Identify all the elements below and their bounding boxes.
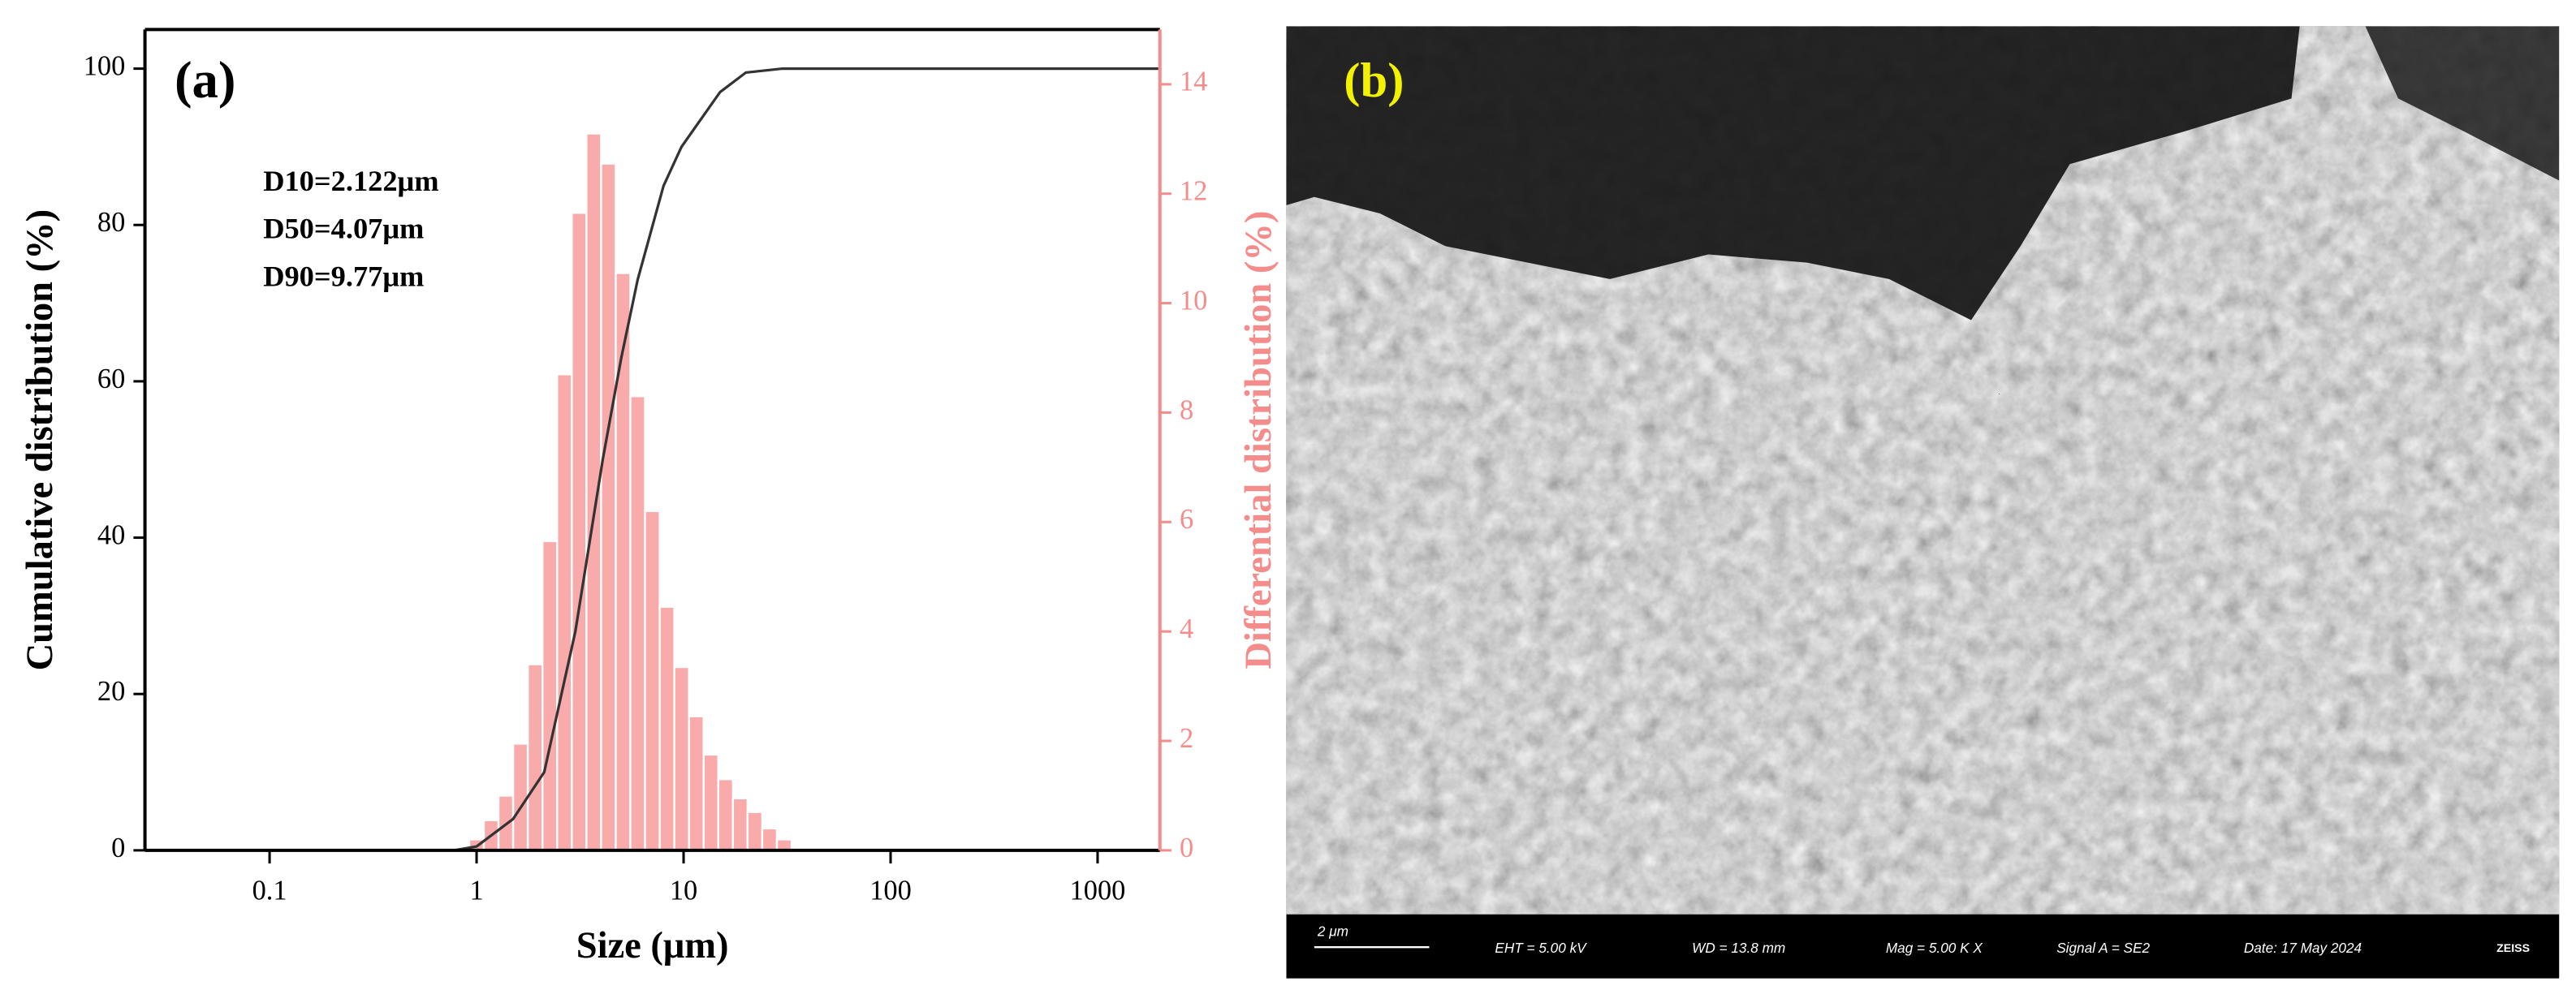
y2-tick-label: 0 [1180, 833, 1193, 863]
sem-footer [1286, 914, 2560, 979]
x-tick-label: 1 [469, 875, 483, 906]
histogram-bar [541, 540, 559, 852]
sem-background [2365, 26, 2560, 181]
y-tick-label: 60 [97, 364, 125, 394]
sem-info: EHT = 5.00 kV [1495, 940, 1587, 956]
y-tick-label: 0 [111, 833, 125, 863]
histogram-bar [511, 743, 529, 852]
y2-tick-label: 2 [1180, 723, 1193, 754]
x-tick-label: 10 [670, 875, 697, 906]
sem-background [1286, 26, 2300, 321]
y-tick-label: 100 [84, 50, 126, 81]
sem-info: WD = 13.8 mm [1692, 940, 1785, 956]
histogram-bar [600, 162, 617, 852]
histogram-bar [775, 838, 793, 852]
histogram-bar [761, 827, 779, 852]
histogram-bar [644, 510, 661, 852]
histogram-bar [615, 272, 632, 852]
y-axis-title: Cumulative distribution (%) [19, 209, 61, 671]
cumulative-line [454, 67, 1160, 852]
panel-label: (a) [175, 51, 235, 110]
y2-axis-title: Differential distribution (%) [1238, 211, 1279, 669]
sem-info: Mag = 5.00 K X [1886, 940, 1983, 956]
size-annotation: D50=4.07μm [263, 213, 424, 245]
sem-logo: ZEISS [2496, 942, 2530, 955]
histogram-bar [556, 373, 573, 852]
histogram-bar [658, 605, 675, 852]
histogram-bar [731, 797, 749, 852]
x-tick-label: 1000 [1070, 875, 1126, 906]
y2-tick-label: 12 [1180, 176, 1207, 207]
y2-tick-label: 10 [1180, 285, 1207, 316]
histogram-bar [688, 715, 705, 852]
sem-info: Signal A = SE2 [2056, 940, 2150, 956]
size-annotation: D10=2.122μm [263, 165, 438, 197]
histogram-bar [702, 753, 719, 852]
size-annotation: D90=9.77μm [263, 260, 424, 292]
histogram-bar [571, 212, 588, 852]
sem-panel: 2 μm EHT = 5.00 kV WD = 13.8 mm Mag = 5.… [1286, 26, 2560, 979]
histogram-bar [629, 394, 646, 852]
histogram-bar [717, 777, 735, 852]
sem-dark-region [1286, 26, 2560, 321]
histogram-bar [673, 665, 690, 852]
y2-tick-label: 14 [1180, 67, 1207, 97]
y-tick-label: 80 [97, 207, 125, 238]
x-tick-label: 100 [869, 875, 912, 906]
x-axis-title: Size (μm) [576, 925, 729, 966]
y2-tick-label: 4 [1180, 613, 1193, 644]
y2-tick-label: 6 [1180, 504, 1193, 535]
y2-tick-label: 8 [1180, 394, 1193, 425]
panel-label: (b) [1344, 54, 1404, 108]
histogram-bar [526, 663, 544, 852]
sem-info: Date: 17 May 2024 [2244, 940, 2362, 956]
histogram-bar [746, 811, 764, 852]
x-tick-label: 0.1 [252, 875, 287, 906]
y-tick-label: 40 [97, 519, 125, 550]
scale-text: 2 μm [1317, 923, 1348, 940]
y-tick-label: 20 [97, 676, 125, 707]
